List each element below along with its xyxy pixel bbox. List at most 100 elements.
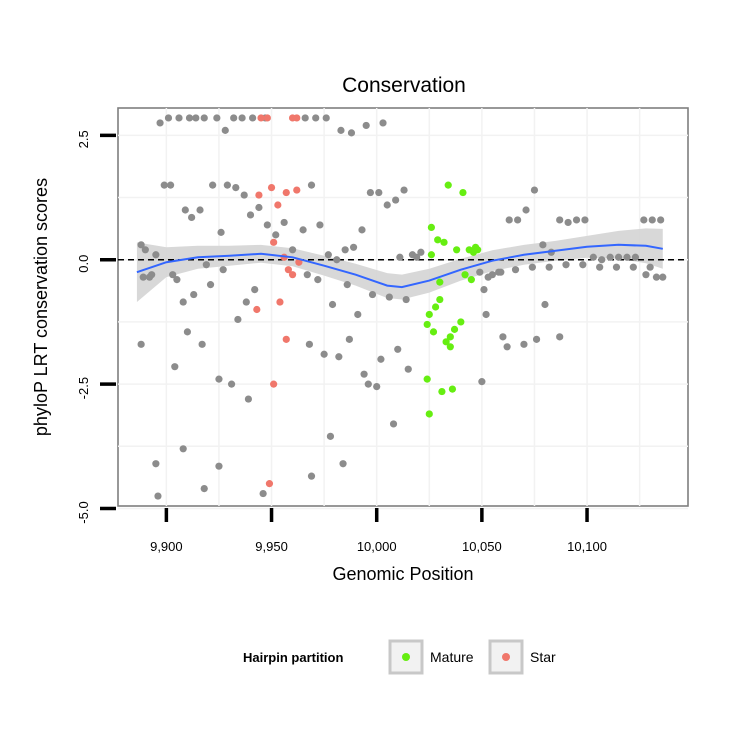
point-other [572,216,581,224]
point-other [324,251,332,259]
point-other [377,355,385,363]
point-other [169,271,177,279]
point-other [347,129,356,137]
x-axis-title: Genomic Position [332,564,473,584]
point-other [646,263,654,271]
point-star [270,238,278,246]
point-other [215,462,223,470]
point-other [383,201,391,209]
point-other [389,420,398,428]
point-other [322,114,330,122]
point-other [209,181,217,189]
x-tick-label: 9,950 [255,539,288,554]
point-other [303,271,311,279]
point-other [288,246,297,254]
point-other [541,300,549,309]
point-other [364,380,372,388]
point-mature [432,303,440,311]
point-other [614,253,623,261]
point-mature [446,333,454,341]
point-other [137,241,145,249]
chart-title: Conservation [342,74,466,97]
point-other [379,119,387,127]
point-other [156,119,164,127]
point-other [246,211,255,219]
point-other [249,114,257,122]
point-mature [427,223,435,231]
point-star [284,266,292,274]
point-other [484,273,492,281]
point-other [230,114,238,122]
point-other [505,216,513,224]
point-other [499,333,507,341]
point-other [511,266,520,274]
point-other [141,246,149,254]
point-other [190,290,198,299]
loess-smooth-line [136,243,663,289]
point-other [545,263,553,271]
point-other [596,263,604,271]
point-other [629,263,637,271]
legend-label-star: Star [530,649,556,665]
point-other [360,370,368,378]
point-star [288,271,297,279]
point-star [293,114,301,122]
point-other [652,273,661,281]
point-other [528,263,536,271]
point-other [259,489,267,498]
point-other [581,216,589,224]
point-other [160,181,168,189]
point-other [179,445,187,453]
point-other [316,221,324,229]
y-tick-label: -5.0 [76,501,91,523]
point-other [200,484,208,493]
point-other [598,256,606,264]
point-other [185,114,194,122]
point-other [579,261,587,269]
gridlines [118,108,688,510]
data-points [137,114,667,500]
point-other [192,114,200,122]
point-other [478,378,486,386]
point-star [293,186,301,194]
point-other [343,281,351,289]
y-tick-label: 0.0 [76,255,91,273]
point-other [314,276,322,284]
point-other [320,350,328,358]
point-other [642,271,650,279]
x-tick-label: 9,900 [150,539,183,554]
point-other [234,315,242,324]
x-axis: 9,900 9,950 10,000 10,050 10,100 [150,508,607,554]
point-other [244,395,253,403]
point-other [221,126,229,134]
point-other [345,335,353,343]
point-other [312,114,320,122]
point-mature [425,410,433,418]
point-other [394,345,402,353]
point-star [270,380,278,388]
x-tick-label: 10,000 [357,539,397,554]
smooth-line [136,243,663,289]
point-other [166,181,175,189]
point-other [198,340,206,348]
confidence-band-area [136,228,663,303]
point-mature [438,387,446,396]
point-other [148,271,156,279]
point-star [282,335,290,343]
point-other [392,196,400,204]
point-other [164,114,173,122]
point-other [564,218,572,227]
y-axis-title: phyloP LRT conservation scores [31,178,51,436]
point-other [532,335,541,343]
point-other [358,226,366,234]
legend-key-mature [388,639,424,675]
point-other [402,295,410,304]
point-other [612,263,621,271]
point-other [238,114,246,122]
legend: Hairpin partition Mature Star [243,639,556,675]
point-other [200,114,208,122]
y-tick-label: -2.5 [76,377,91,399]
point-other [171,363,179,371]
point-other [339,460,347,468]
